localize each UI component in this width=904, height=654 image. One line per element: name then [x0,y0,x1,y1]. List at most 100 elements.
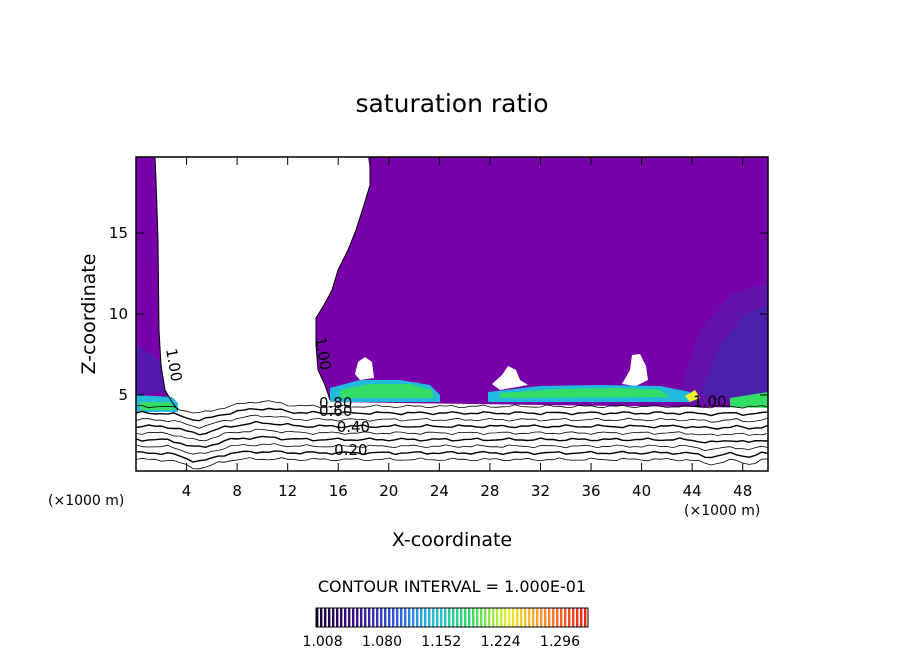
colorbar-swatch-40 [476,608,479,627]
colorbar-tick-label-0: 1.008 [303,634,343,650]
colorbar-tick-label-1: 1.080 [362,634,402,650]
contour-line-1-00-left [154,157,179,411]
x-tick-label-5: 24 [430,482,449,500]
colorbar-swatch-43 [488,608,491,627]
contour-label-2: 1.00 [693,392,726,410]
colorbar-tick-label-4: 1.296 [540,634,580,650]
colorbar-swatch-55 [536,608,539,627]
colorbar-swatch-67 [584,608,587,627]
colorbar-swatch-63 [568,608,571,627]
cloud-base-band-left-green [140,402,175,410]
x-tick-label-11: 48 [733,482,752,500]
contour-line-1-00-mid [315,157,371,401]
colorbar-swatch-44 [492,608,495,627]
contour-line-1 [136,450,768,463]
cloud-base-hotspot [685,390,700,402]
colorbar-swatch-1 [320,608,323,627]
colorbar-swatch-42 [484,608,487,627]
colorbar-swatch-13 [368,608,371,627]
colorbar-frame [315,607,589,628]
contour-line-0 [136,457,768,470]
x-tick-label-3: 16 [329,482,348,500]
y-tick-label-0: 5 [118,386,128,404]
colorbar-swatch-51 [520,608,523,627]
contour-lines [136,157,768,470]
colorbar-tick-labels: 1.008 1.080 1.152 1.224 1.296 [303,634,581,650]
colorbar-swatch-24 [412,608,415,627]
x-tick-label-0: 4 [182,482,192,500]
colorbar-swatch-4 [332,608,335,627]
contour-label-1: 1.00 [311,336,335,372]
colorbar-swatch-5 [336,608,339,627]
x-unit-right: (×1000 m) [684,503,760,519]
colorbar-swatch-20 [396,608,399,627]
x-tick-label-2: 12 [278,482,297,500]
cloud-base-band-right-green [500,388,670,398]
colorbar-swatch-48 [508,608,511,627]
colorbar-swatch-18 [388,608,391,627]
colorbar-swatch-8 [348,608,351,627]
colorbar-swatch-30 [436,608,439,627]
colorbar-swatch-25 [416,608,419,627]
colorbar-swatch-16 [380,608,383,627]
x-axis-label: X-coordinate [392,529,512,551]
colorbar-swatch-31 [440,608,443,627]
colorbar-swatch-12 [364,608,367,627]
colorbar-swatch-47 [504,608,507,627]
chart-title: saturation ratio [355,89,548,118]
dark-base-left [136,345,165,395]
x-tick-label-9: 40 [632,482,651,500]
contour-line-4 [136,428,768,442]
colorbar-swatch-17 [384,608,387,627]
colorbar-swatch-57 [544,608,547,627]
colorbar-swatch-22 [404,608,407,627]
cloud-base-band-far-right [730,392,768,410]
colorbar-swatch-46 [500,608,503,627]
colorbar-swatch-62 [564,608,567,627]
x-tick-label-6: 28 [480,482,499,500]
colorbar-swatch-3 [328,608,331,627]
colorbar-swatch-27 [424,608,427,627]
y-tick-label-1: 10 [109,305,128,323]
dark-plume-core [700,305,768,398]
colorbar-swatch-50 [516,608,519,627]
contour-interval-text: CONTOUR INTERVAL = 1.000E-01 [318,577,586,596]
colorbar-tick-label-2: 1.152 [421,634,461,650]
colorbar-swatch-33 [448,608,451,627]
colorbar-swatch-11 [360,608,363,627]
colorbar-swatch-7 [344,608,347,627]
y-axis-label: Z-coordinate [78,254,100,375]
colorbar-swatch-59 [552,608,555,627]
plot-area [136,157,768,471]
colorbar-swatch-28 [428,608,431,627]
colorbar-swatch-10 [356,608,359,627]
colorbar-swatch-35 [456,608,459,627]
colorbar-tick-label-3: 1.224 [481,634,521,650]
colorbar-swatch-54 [532,608,535,627]
colorbar-swatch-58 [548,608,551,627]
supersaturation-fill [136,157,768,420]
colorbar-swatch-14 [372,608,375,627]
x-tick-label-7: 32 [531,482,550,500]
colorbar-swatch-29 [432,608,435,627]
y-tick-label-2: 15 [109,224,128,242]
contour-label-5: 0.40 [337,418,370,436]
colorbar-swatch-41 [480,608,483,627]
colorbar-swatch-34 [452,608,455,627]
x-tick-label-4: 20 [379,482,398,500]
colorbar-swatch-64 [572,608,575,627]
x-tick-label-8: 36 [581,482,600,500]
contour-label-3: 0.80 [319,394,352,412]
colorbar-swatch-0 [316,608,319,627]
colorbar-swatch-2 [324,608,327,627]
colorbar-swatch-6 [340,608,343,627]
colorbar-swatch-61 [560,608,563,627]
contour-label-0: 1.00 [162,347,186,383]
x-tick-label-1: 8 [232,482,242,500]
clear-patch-1 [355,357,374,380]
colorbar-swatch-39 [472,608,475,627]
colorbar [315,607,589,628]
contour-line-2 [136,443,768,455]
